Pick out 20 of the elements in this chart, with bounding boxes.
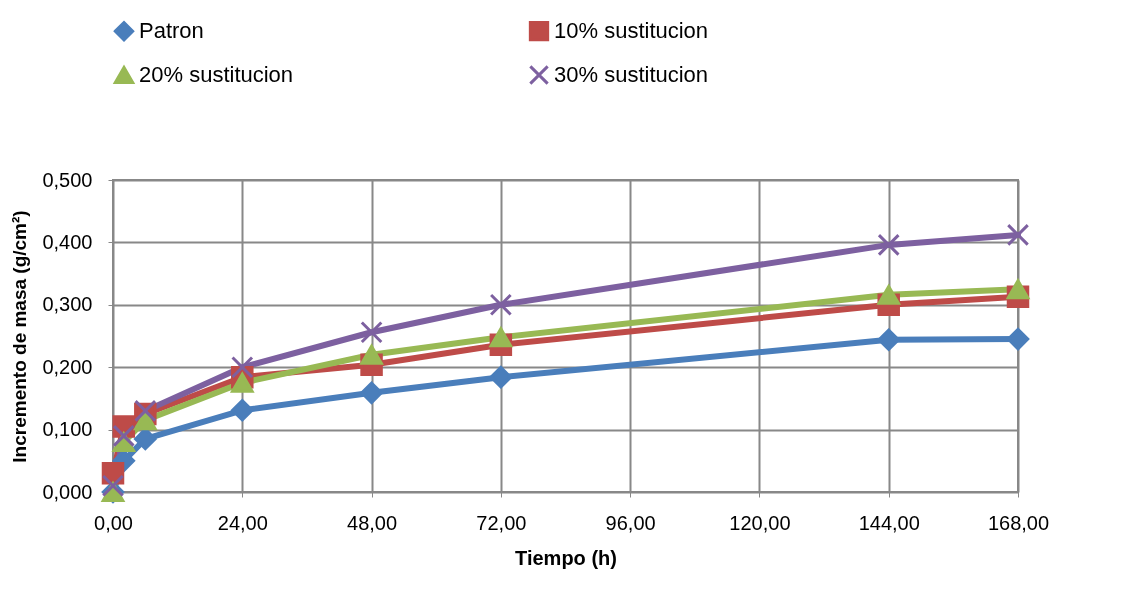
x-tick-label: 72,00 (476, 511, 527, 534)
x-axis-title: Tiempo (h) (515, 546, 617, 569)
x-tick-label: 96,00 (605, 511, 656, 534)
legend-label: Patron (139, 18, 204, 44)
y-tick-label: 0,000 (42, 480, 93, 503)
y-tick-label: 0,100 (42, 418, 93, 441)
y-axis-title: Incremento de masa (g/cm²) (9, 210, 31, 463)
x-tick-label: 144,00 (858, 511, 920, 534)
legend-label: 20% sustitucion (139, 62, 294, 87)
x-tick-label: 120,00 (729, 511, 791, 534)
x-tick-label: 168,00 (987, 511, 1050, 534)
y-tick-label: 0,500 (42, 168, 93, 191)
x-tick-label: 48,00 (347, 511, 398, 534)
x-tick-label: 0,00 (94, 511, 133, 534)
y-tick-label: 0,400 (42, 230, 93, 253)
legend-label: 30% sustitucion (554, 62, 709, 87)
y-tick-label: 0,300 (42, 293, 93, 316)
legend-label: 10% sustitucion (554, 18, 709, 44)
y-tick-label: 0,200 (42, 355, 93, 378)
x-tick-label: 24,00 (217, 511, 268, 534)
